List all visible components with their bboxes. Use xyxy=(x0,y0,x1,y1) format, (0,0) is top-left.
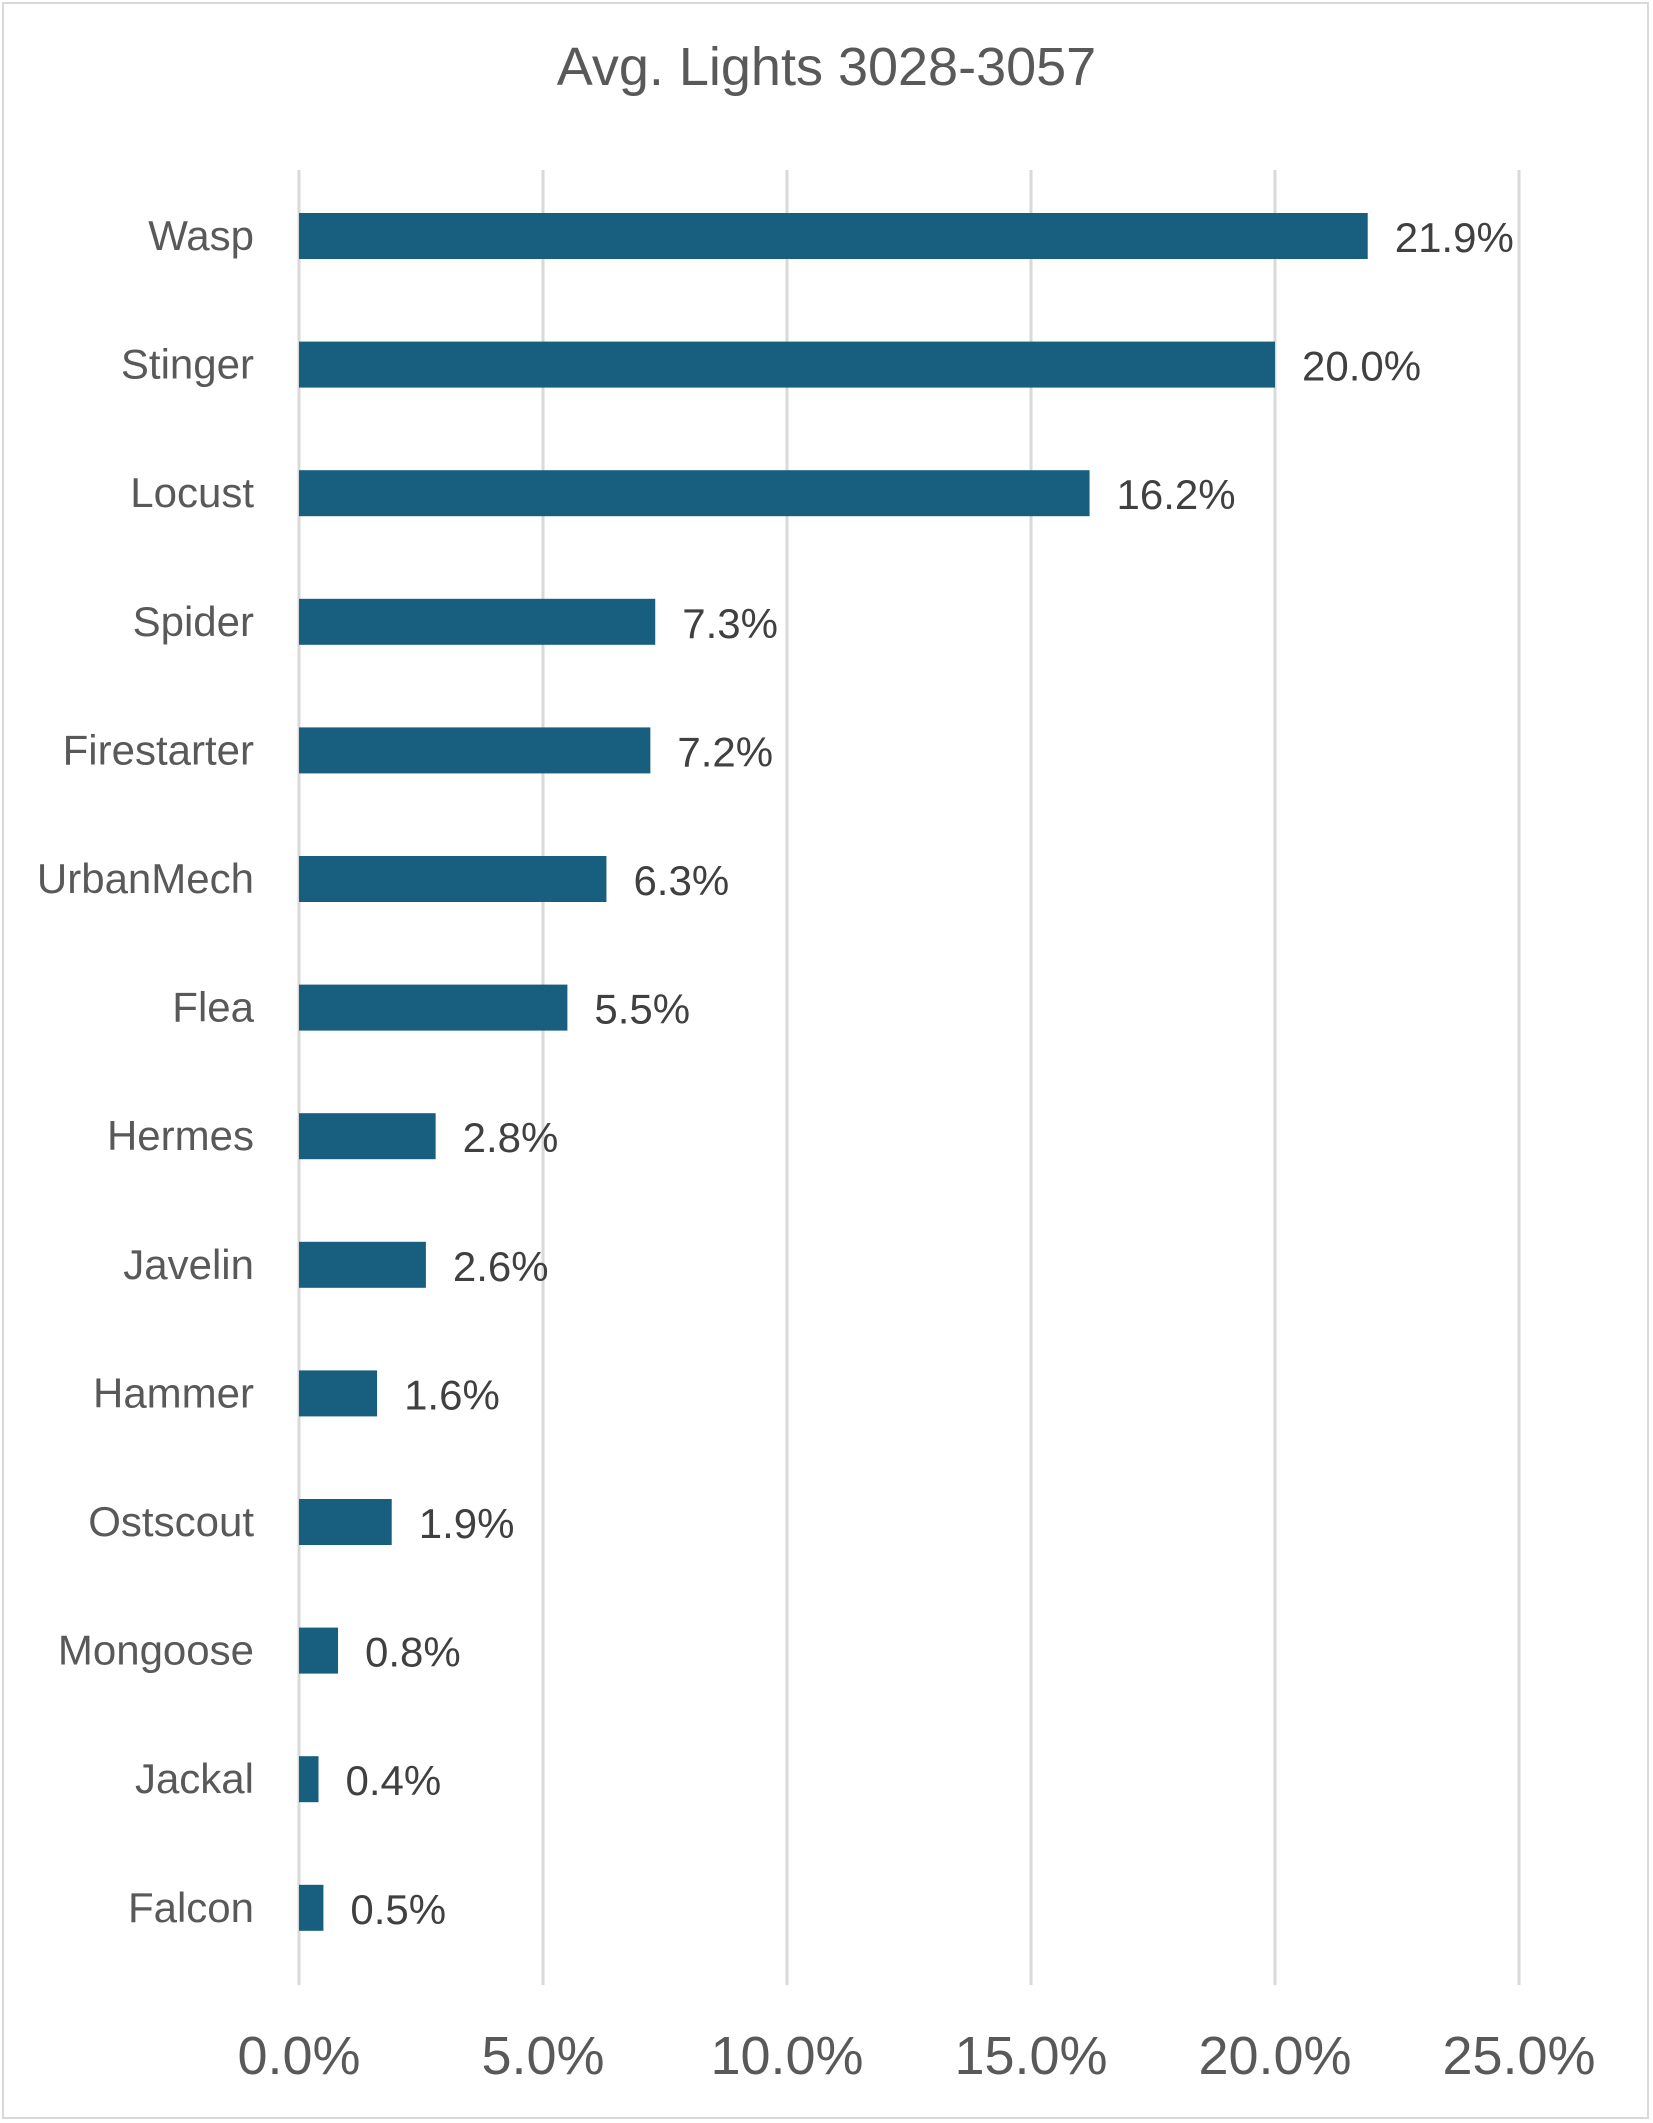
category-label-13: Falcon xyxy=(128,1884,254,1931)
category-label-6: Flea xyxy=(172,984,254,1031)
data-label-2: 16.2% xyxy=(1117,471,1236,518)
x-tick-label-3: 15.0% xyxy=(954,2026,1107,2086)
bar-11 xyxy=(299,1627,339,1674)
bar-10 xyxy=(299,1499,392,1545)
x-tick-label-4: 20.0% xyxy=(1198,2026,1351,2086)
x-tick-label-5: 25.0% xyxy=(1442,2026,1595,2086)
bar-9 xyxy=(299,1370,378,1417)
bar-13 xyxy=(299,1884,324,1931)
bar-1 xyxy=(299,341,1275,388)
category-label-7: Hermes xyxy=(107,1112,254,1159)
data-label-11: 0.8% xyxy=(365,1629,461,1676)
x-tick-label-0: 0.0% xyxy=(237,2026,360,2086)
x-tick-label-1: 5.0% xyxy=(481,2026,604,2086)
x-tick-label-2: 10.0% xyxy=(710,2026,863,2086)
category-label-4: Firestarter xyxy=(63,726,254,773)
category-label-11: Mongoose xyxy=(58,1627,254,1674)
data-label-1: 20.0% xyxy=(1302,343,1421,390)
data-label-5: 6.3% xyxy=(633,857,729,904)
bar-8 xyxy=(299,1241,426,1288)
category-label-0: Wasp xyxy=(148,212,254,259)
data-label-9: 1.6% xyxy=(404,1371,500,1418)
chart-title: Avg. Lights 3028-3057 xyxy=(556,37,1097,97)
data-label-6: 5.5% xyxy=(594,986,690,1033)
category-label-3: Spider xyxy=(133,598,254,645)
data-label-12: 0.4% xyxy=(346,1757,442,1804)
data-label-4: 7.2% xyxy=(677,728,773,775)
bar-6 xyxy=(299,984,568,1031)
data-label-8: 2.6% xyxy=(453,1243,549,1290)
data-label-13: 0.5% xyxy=(350,1886,446,1933)
bar-0 xyxy=(299,213,1368,259)
category-label-5: UrbanMech xyxy=(37,855,254,902)
bar-4 xyxy=(299,727,651,774)
category-label-2: Locust xyxy=(130,469,254,516)
category-label-9: Hammer xyxy=(93,1369,254,1416)
category-label-12: Jackal xyxy=(135,1755,254,1802)
category-label-1: Stinger xyxy=(121,341,254,388)
data-label-3: 7.3% xyxy=(682,600,778,647)
category-label-10: Ostscout xyxy=(88,1498,254,1545)
data-label-7: 2.8% xyxy=(463,1114,559,1161)
bar-5 xyxy=(299,856,607,902)
data-label-0: 21.9% xyxy=(1395,214,1514,261)
bar-2 xyxy=(299,470,1090,517)
bar-3 xyxy=(299,598,656,645)
bar-7 xyxy=(299,1113,436,1160)
bar-12 xyxy=(299,1756,319,1803)
category-label-8: Javelin xyxy=(123,1241,254,1288)
data-label-10: 1.9% xyxy=(419,1500,515,1547)
